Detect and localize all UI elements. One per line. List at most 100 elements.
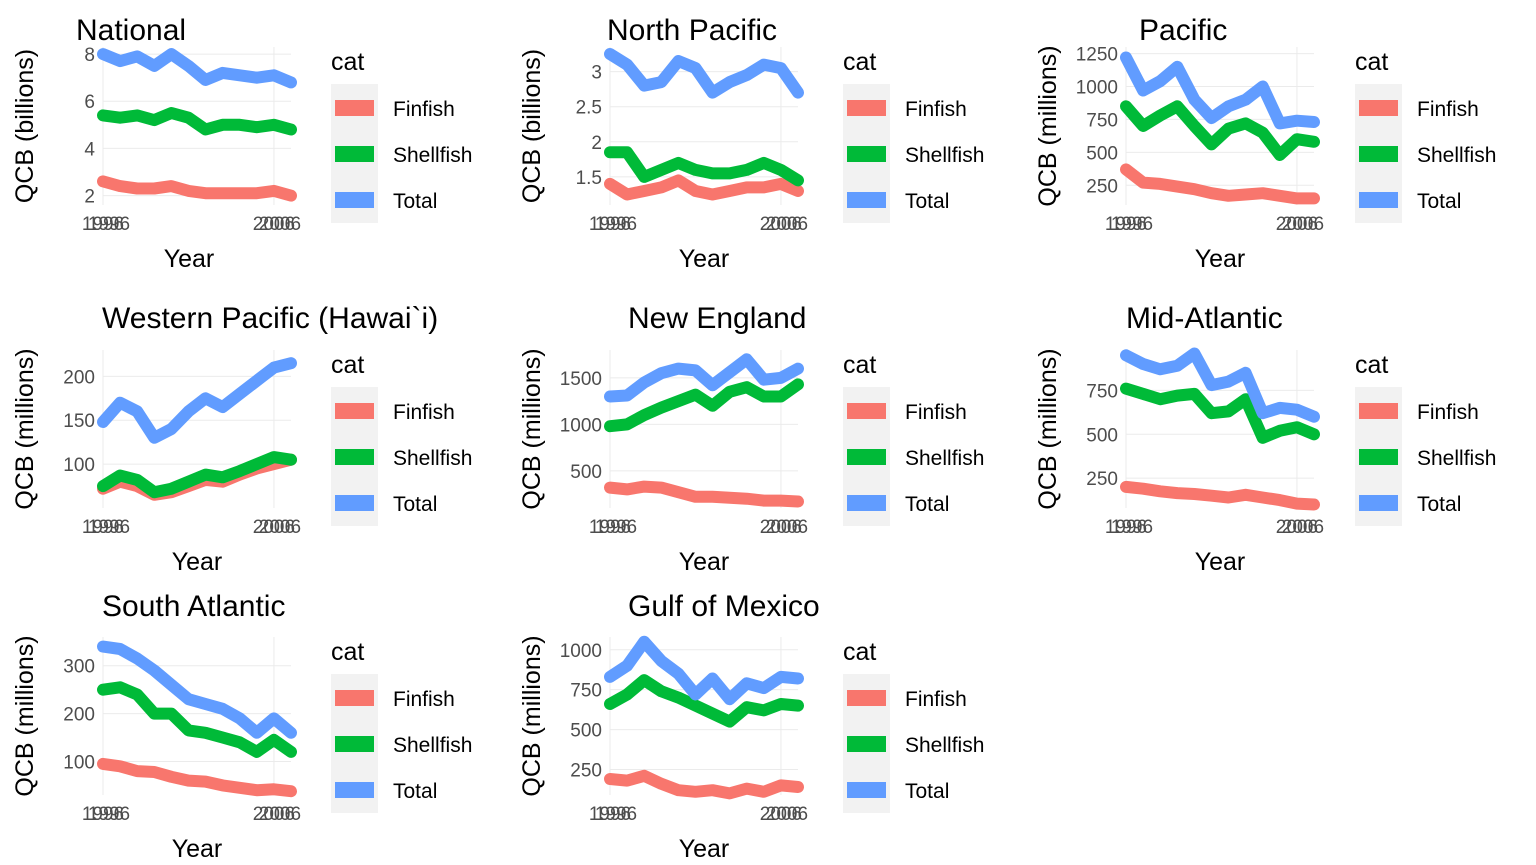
legend-label-finfish: Finfish (1417, 98, 1479, 121)
legend-label-total: Total (905, 493, 949, 516)
series-line-finfish (604, 480, 804, 508)
x-tick-label: 1996 (589, 517, 631, 538)
x-tick-label: 2006 (259, 804, 301, 825)
x-tick-label: 2006 (1282, 214, 1324, 235)
legend-label-finfish: Finfish (393, 688, 455, 711)
x-tick-label: 1996 (589, 214, 631, 235)
legend-key-total (335, 782, 374, 798)
legend-key-shellfish (335, 449, 374, 465)
legend-label-shellfish: Shellfish (393, 734, 472, 757)
series-line-shellfish (97, 107, 297, 136)
legend-title: cat (1355, 351, 1388, 379)
x-tick-label: 1996 (1111, 517, 1153, 538)
legend-label-finfish: Finfish (393, 401, 455, 424)
y-tick-label: 250 (1086, 469, 1118, 490)
series-line-finfish (604, 769, 804, 800)
series-line-finfish (97, 757, 297, 798)
legend-key-shellfish (335, 736, 374, 752)
x-tick-label: 1996 (88, 517, 130, 538)
x-tick-label: 1996 (1111, 214, 1153, 235)
series-line-shellfish (604, 146, 804, 187)
legend-key-shellfish (847, 449, 886, 465)
y-tick-label: 1500 (560, 369, 602, 390)
series-line-total (97, 640, 297, 739)
series-line-total (604, 635, 804, 706)
legend-label-finfish: Finfish (905, 401, 967, 424)
y-tick-label: 300 (63, 657, 95, 678)
legend-label-total: Total (393, 780, 437, 803)
y-tick-label: 200 (63, 367, 95, 388)
legend: cat Finfish Shellfish Total (331, 48, 472, 223)
legend-key-shellfish (335, 146, 374, 162)
legend-label-total: Total (1417, 493, 1461, 516)
x-tick-label: 2006 (253, 517, 295, 538)
x-tick-label: 2006 (760, 804, 802, 825)
y-tick-label: 750 (1086, 381, 1118, 402)
series-line-total (604, 48, 804, 99)
legend-title: cat (843, 638, 876, 666)
legend-key-finfish (335, 100, 374, 116)
panel-title: Western Pacific (Hawai`i) (102, 302, 438, 335)
y-axis-label: QCB (millions) (11, 635, 39, 796)
series-line-finfish (1120, 163, 1320, 205)
x-tick-label: 1996 (82, 804, 124, 825)
y-tick-label: 1.5 (576, 168, 602, 189)
legend-label-shellfish: Shellfish (393, 447, 472, 470)
legend-key-finfish (335, 403, 374, 419)
legend-label-shellfish: Shellfish (905, 447, 984, 470)
legend-key-finfish (1359, 100, 1398, 116)
legend-key-total (847, 495, 886, 511)
y-tick-label: 1000 (560, 641, 602, 662)
x-tick-label: 2006 (1282, 517, 1324, 538)
legend-label-shellfish: Shellfish (905, 144, 984, 167)
x-tick-label: 1996 (88, 214, 130, 235)
series-line-shellfish (1120, 100, 1320, 161)
x-axis-label: Year (1195, 245, 1246, 273)
x-axis-label: Year (679, 245, 730, 273)
panel-title: North Pacific (607, 14, 777, 47)
legend-key-total (847, 782, 886, 798)
series-line-total (97, 357, 297, 444)
legend: cat Finfish Shellfish Total (331, 638, 472, 813)
x-tick-label: 2006 (766, 214, 808, 235)
series-line-shellfish (604, 378, 804, 433)
series-line-finfish (1120, 480, 1320, 511)
x-tick-label: 2006 (259, 214, 301, 235)
series-line-shellfish (1120, 382, 1320, 444)
legend-key-finfish (847, 403, 886, 419)
legend-label-shellfish: Shellfish (393, 144, 472, 167)
x-tick-label: 1996 (82, 214, 124, 235)
legend-key-shellfish (1359, 449, 1398, 465)
y-tick-label: 1000 (560, 415, 602, 436)
legend-title: cat (331, 351, 364, 379)
legend-title: cat (843, 48, 876, 76)
y-tick-label: 100 (63, 752, 95, 773)
series-line-shellfish (97, 451, 297, 499)
x-tick-label: 1996 (595, 214, 637, 235)
x-tick-label: 2006 (259, 517, 301, 538)
y-tick-label: 250 (570, 760, 602, 781)
legend-key-shellfish (847, 736, 886, 752)
series-line-total (1120, 347, 1320, 423)
x-tick-label: 2006 (1276, 214, 1318, 235)
y-tick-label: 750 (570, 681, 602, 702)
panel-title: South Atlantic (102, 590, 285, 623)
y-axis-label: QCB (millions) (518, 348, 546, 509)
x-tick-label: 1996 (1105, 214, 1147, 235)
legend-title: cat (331, 638, 364, 666)
y-tick-label: 500 (1086, 425, 1118, 446)
y-tick-label: 2 (591, 133, 602, 154)
x-axis-label: Year (164, 245, 215, 273)
x-tick-label: 1996 (589, 804, 631, 825)
x-tick-label: 2006 (253, 214, 295, 235)
legend: cat Finfish Shellfish Total (843, 638, 984, 813)
y-axis-label: QCB (millions) (11, 348, 39, 509)
legend-label-finfish: Finfish (905, 688, 967, 711)
